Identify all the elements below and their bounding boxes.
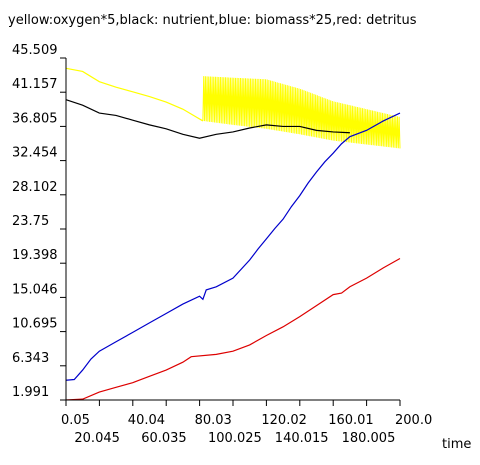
- y-tick-label: 19.398: [12, 248, 58, 263]
- x-tick-label: 200.0: [395, 413, 432, 428]
- y-tick-label: 10.695: [12, 317, 58, 332]
- x-tick-label: 0.05: [61, 413, 90, 428]
- y-tick-label: 41.157: [12, 77, 58, 92]
- x-axis-ticks: 0.05 40.04 80.03 120.02 160.01 200.0 20.045 60.…: [61, 400, 432, 446]
- series-nutrient-line: [65, 99, 350, 139]
- y-tick-label: 1.991: [12, 385, 49, 400]
- y-tick-label: 28.102: [12, 180, 58, 195]
- x-tick-label: 120.02: [261, 413, 307, 428]
- y-tick-label: 15.046: [12, 282, 58, 297]
- y-tick-label: 36.805: [12, 111, 58, 126]
- y-tick-label: 32.454: [12, 146, 58, 161]
- y-axis-ticks: 45.509 41.157 36.805 32.454 28.102 23.75 19.39…: [12, 43, 66, 401]
- plot-area: [65, 67, 401, 401]
- x-tick-label: 100.025: [208, 431, 262, 446]
- x-tick-label: 140.015: [275, 431, 329, 446]
- x-tick-label: 180.005: [342, 431, 396, 446]
- y-tick-label: 6.343: [12, 351, 49, 366]
- series-biomass-25-line: [65, 112, 401, 381]
- x-tick-label: 20.045: [74, 431, 120, 446]
- x-axis-label: time: [442, 437, 471, 452]
- series-oxygen-5-line: [65, 67, 204, 122]
- y-tick-label: 23.75: [12, 214, 49, 229]
- x-tick-label: 60.035: [141, 431, 187, 446]
- chart-title: yellow:oxygen*5,black: nutrient,blue: bi…: [8, 13, 417, 28]
- series-oxygen-5-band: [202, 76, 401, 149]
- x-tick-label: 40.04: [128, 413, 165, 428]
- x-tick-label: 160.01: [328, 413, 374, 428]
- series-detritus-line: [65, 257, 401, 401]
- x-tick-label: 80.03: [195, 413, 232, 428]
- y-tick-label: 45.509: [12, 43, 58, 58]
